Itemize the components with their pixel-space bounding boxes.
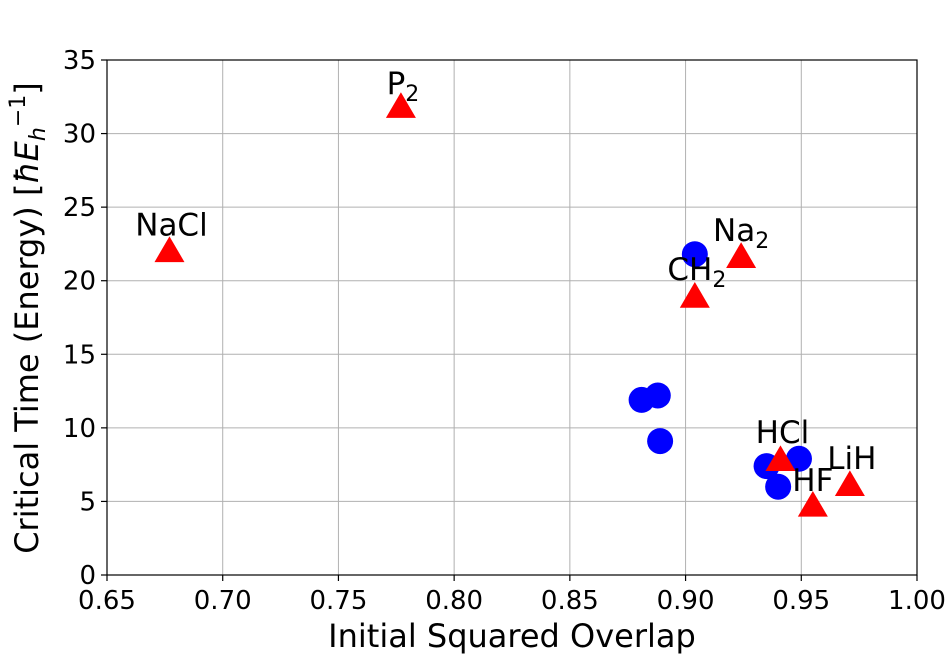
point-label: CH2	[667, 252, 726, 293]
point-label: P2	[387, 66, 420, 107]
y-axis-title-main: Critical Time (Energy) [	[8, 184, 46, 554]
point-label-base: LiH	[827, 441, 876, 477]
triangle-marker	[765, 445, 796, 472]
triangle-marker	[726, 242, 757, 268]
data-points	[154, 92, 865, 517]
x-tick-label: 0.75	[309, 586, 367, 616]
point-label-base: Na	[713, 213, 755, 249]
x-axis-ticks: 0.65 0.70 0.75 0.80 0.85 0.90 0.95 1.00	[78, 575, 946, 616]
triangle-marker	[797, 490, 828, 517]
circle-marker	[765, 473, 792, 500]
point-label-subscript: 2	[712, 268, 726, 293]
y-axis-title-hbar: ħ	[8, 161, 46, 183]
x-axis-title: Initial Squared Overlap	[328, 617, 696, 655]
point-label-base: HF	[792, 463, 833, 499]
x-tick-label: 0.95	[772, 586, 830, 616]
triangle-marker	[154, 236, 185, 263]
y-axis-title: Critical Time (Energy) [ħEh−1]	[6, 82, 51, 554]
y-tick-label: 20	[63, 267, 96, 297]
point-label: HCl	[756, 415, 810, 451]
point-label: NaCl	[135, 207, 207, 243]
point-label-subscript: 2	[755, 229, 769, 254]
y-tick-label: 35	[63, 46, 96, 76]
point-label-base: NaCl	[135, 207, 207, 243]
y-axis-title-superscript: −1	[6, 95, 31, 127]
point-label: HF	[792, 463, 833, 499]
y-tick-label: 5	[79, 487, 96, 517]
x-tick-label: 0.85	[541, 586, 599, 616]
y-tick-label: 0	[79, 561, 96, 591]
point-label: LiH	[827, 441, 876, 477]
triangle-marker	[834, 470, 865, 497]
point-label: Na2	[713, 213, 769, 254]
y-tick-label: 25	[63, 193, 96, 223]
triangle-marker	[385, 92, 416, 118]
x-tick-label: 1.00	[888, 586, 946, 616]
grid	[106, 59, 918, 576]
circle-marker	[681, 241, 708, 268]
triangle-marker	[679, 282, 710, 308]
y-tick-label: 30	[63, 120, 96, 150]
x-tick-label: 0.65	[78, 586, 136, 616]
circle-marker	[785, 445, 812, 472]
x-tick-label: 0.70	[194, 586, 252, 616]
x-tick-label: 0.80	[425, 586, 483, 616]
point-label-base: HCl	[756, 415, 810, 451]
x-tick-label: 0.90	[657, 586, 715, 616]
point-label-base: CH	[667, 252, 712, 288]
plot-frame	[106, 59, 918, 576]
y-axis-title-close: ]	[8, 82, 46, 94]
circle-marker	[644, 382, 671, 409]
y-axis-title-subscript: h	[26, 127, 51, 141]
y-tick-label: 15	[63, 340, 96, 370]
y-axis-title-energy: E	[8, 140, 46, 161]
y-axis-ticks: 0 5 10 15 20 25 30 35	[63, 46, 107, 591]
point-label-base: P	[387, 66, 406, 102]
y-tick-label: 10	[63, 414, 96, 444]
point-label-subscript: 2	[405, 82, 419, 107]
circle-marker	[647, 428, 674, 455]
